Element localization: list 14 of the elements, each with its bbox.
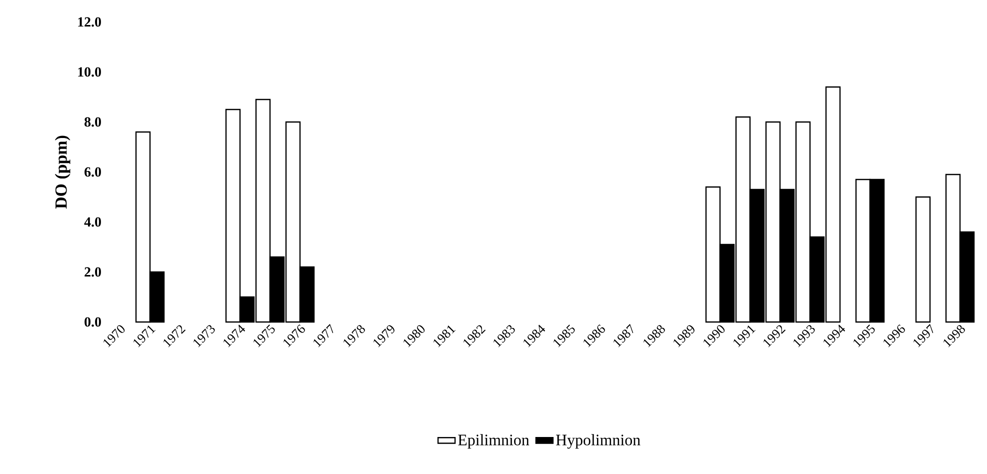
x-tick-label: 1991: [734, 325, 756, 348]
y-tick-label: 10.0: [78, 67, 101, 77]
y-tick-label: 8.0: [84, 117, 101, 127]
y-tick-label: 4.0: [84, 217, 101, 227]
y-tick-label: 2.0: [84, 267, 101, 277]
legend-label: Hypolimnion: [556, 434, 640, 449]
bar: [915, 196, 931, 323]
x-tick-label: 1981: [434, 325, 456, 348]
legend-label: Epilimnion: [458, 434, 530, 449]
y-tick-label: 0.0: [84, 317, 101, 327]
x-tick-label: 1971: [134, 325, 156, 348]
y-tick-label: 12.0: [78, 17, 101, 27]
y-axis-title: DO (ppm): [54, 136, 70, 209]
y-tick-label: 6.0: [84, 167, 101, 177]
